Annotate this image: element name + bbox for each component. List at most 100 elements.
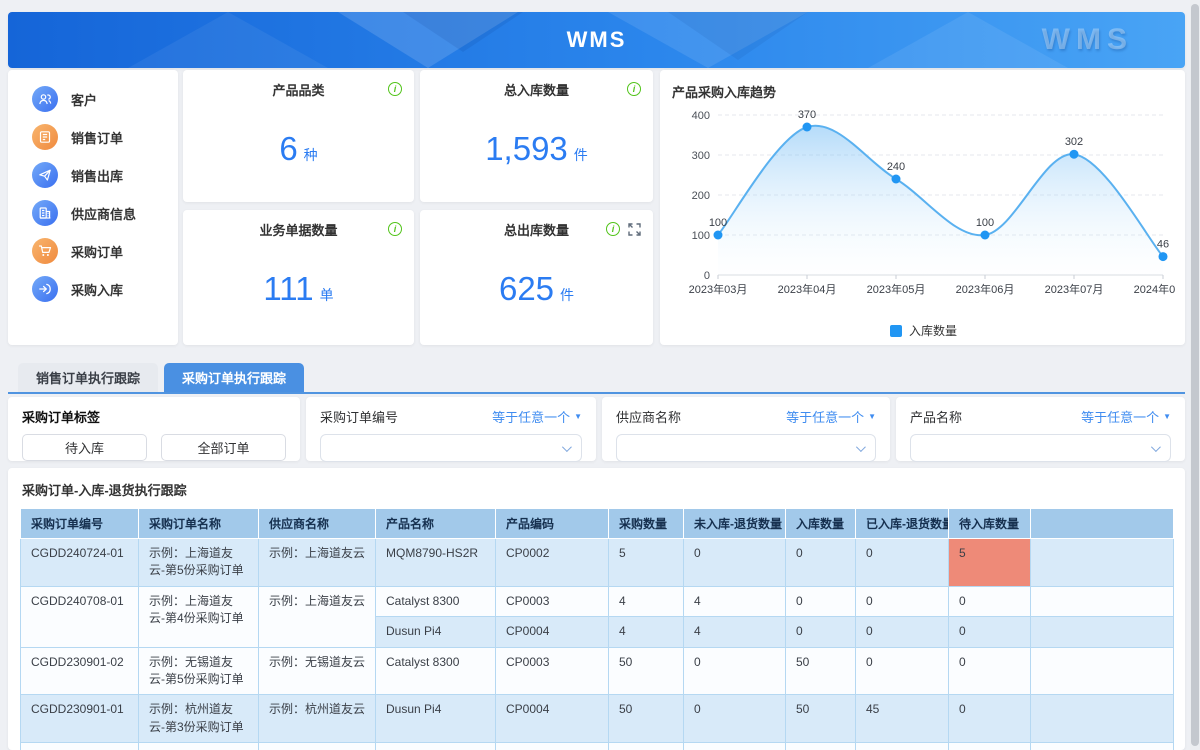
column-header-0: 采购订单编号 <box>20 508 139 539</box>
kpi-title: 业务单据数量 <box>259 223 338 238</box>
operator-link[interactable]: 等于任意一个 ▼ <box>1081 410 1171 425</box>
column-header-2: 供应商名称 <box>258 508 376 539</box>
kpi-number: 1,593 <box>485 130 568 167</box>
sales-order-icon <box>32 124 58 150</box>
sales-outbound-icon <box>32 162 58 188</box>
svg-text:2023年05月: 2023年05月 <box>867 282 926 296</box>
sidebar-item-label: 采购入库 <box>71 282 124 298</box>
kpi-value: 1,593 件 <box>432 130 641 168</box>
sidebar-item-5[interactable]: 采购入库 <box>8 270 178 308</box>
scrollbar-thumb[interactable] <box>1191 4 1199 746</box>
pending-inbound-button[interactable]: 待入库 <box>22 434 147 461</box>
cell-product: MQM8790-HS2R <box>375 538 496 587</box>
cell-order-no: CGDD230901-02 <box>20 646 139 696</box>
kpi-title: 总入库数量 <box>503 83 569 98</box>
table-row: CGDD230901-02 示例：无锡道友云-第5份采购订单 示例：无锡道友云 Cat… <box>20 646 1174 696</box>
kpi-card-total-outbound: 总出库数量 i 625 件 <box>420 210 653 345</box>
cell-order-name: 示例：杭州道友云-第3份采购订单 <box>138 694 259 744</box>
app-header: WMS WMS <box>8 12 1185 68</box>
tracking-tabbar: 销售订单执行跟踪 采购订单执行跟踪 <box>8 363 1185 394</box>
cell-pending-qty: 0 <box>948 742 1031 750</box>
cell-not-inbound-return-qty: 0 <box>683 694 786 744</box>
header-pattern <box>128 12 1068 68</box>
sidebar-item-3[interactable]: 供应商信息 <box>8 194 178 232</box>
cell-supplier: 示例：上海道友云 <box>258 585 376 648</box>
cell-pending-qty: 0 <box>948 616 1031 648</box>
cell-product: Dusun Pi4 <box>375 616 496 648</box>
caret-down-icon: ▼ <box>868 412 876 421</box>
svg-text:100: 100 <box>709 217 727 229</box>
cell-code: CP0004 <box>495 694 609 744</box>
legend-swatch-icon[interactable] <box>889 324 902 337</box>
supplier-name-select[interactable] <box>616 434 876 462</box>
kpi-title: 总出库数量 <box>503 223 569 238</box>
cell-not-inbound-return-qty: 4 <box>683 585 786 618</box>
purchase-order-no-select[interactable] <box>320 434 582 462</box>
cell-inbound-qty: 50 <box>785 646 856 696</box>
kpi-value: 625 件 <box>432 270 641 308</box>
cell-blank <box>1030 694 1174 744</box>
filter-label: 供应商名称 <box>616 410 682 425</box>
cell-product: Catalyst 8300 <box>375 646 496 696</box>
sidebar-menu: 客户销售订单销售出库 供应商信息采购订单采购入库 <box>8 70 178 345</box>
filter-order-tag: 采购订单标签 待入库 全部订单 <box>8 397 300 461</box>
info-icon[interactable]: i <box>627 82 641 96</box>
cell-inbound-return-qty: 0 <box>855 538 949 587</box>
tab-purchase-order-tracking[interactable]: 采购订单执行跟踪 <box>164 363 305 392</box>
cell-product: MTQ8200-HS2F <box>375 742 496 750</box>
svg-text:0: 0 <box>704 270 710 282</box>
cell-purchase-qty: 50 <box>608 646 684 696</box>
tab-sales-order-tracking[interactable]: 销售订单执行跟踪 <box>18 363 159 392</box>
table-title: 采购订单-入库-退货执行跟踪 <box>22 483 187 498</box>
kpi-unit: 件 <box>573 147 588 163</box>
cell-inbound-return-qty: 10 <box>855 742 949 750</box>
page-title: WMS <box>566 27 627 52</box>
fullscreen-icon[interactable] <box>628 222 641 236</box>
chart-title: 产品采购入库趋势 <box>672 85 777 100</box>
sidebar-item-0[interactable]: 客户 <box>8 80 178 118</box>
svg-text:2023年03月: 2023年03月 <box>689 282 748 296</box>
cell-purchase-qty: 4 <box>608 616 684 648</box>
cell-pending-qty: 0 <box>948 646 1031 696</box>
svg-text:100: 100 <box>692 230 710 242</box>
cell-code: CP0001 <box>495 742 609 750</box>
filter-purchase-order-no: 采购订单编号 等于任意一个 ▼ <box>306 397 596 462</box>
column-header-10 <box>1030 508 1174 539</box>
sidebar-item-label: 销售订单 <box>71 130 124 146</box>
chevron-down-icon <box>855 441 866 452</box>
sidebar-item-2[interactable]: 销售出库 <box>8 156 178 194</box>
cell-supplier: 示例：无锡道友云 <box>258 742 376 750</box>
column-header-8: 已入库-退货数量 <box>855 508 949 539</box>
operator-link[interactable]: 等于任意一个 ▼ <box>492 410 582 425</box>
product-name-select[interactable] <box>910 434 1171 462</box>
svg-text:100: 100 <box>976 217 994 229</box>
table-row: CGDD230726-01示例：无锡道友云-第4份采购订单示例：无锡道友云MTQ… <box>20 742 1174 750</box>
sidebar-item-label: 采购订单 <box>71 244 124 260</box>
kpi-title: 产品品类 <box>272 83 325 98</box>
svg-text:300: 300 <box>692 150 710 162</box>
svg-text:200: 200 <box>692 190 710 202</box>
column-header-4: 产品编码 <box>495 508 609 539</box>
kpi-unit: 件 <box>560 287 575 303</box>
info-icon[interactable]: i <box>606 222 620 236</box>
info-icon[interactable]: i <box>388 222 402 236</box>
inbound-trend-chart-card: 产品采购入库趋势 0 100 200 300 400 100 2023年03月 370 2023… <box>660 70 1192 345</box>
cell-code: CP0002 <box>495 538 609 587</box>
info-icon[interactable]: i <box>388 82 402 96</box>
cell-order-no: CGDD230901-01 <box>20 694 139 744</box>
legend-label[interactable]: 入库数量 <box>908 324 957 338</box>
cell-blank <box>1030 538 1174 587</box>
cell-not-inbound-return-qty: 4 <box>683 616 786 648</box>
svg-text:2023年07月: 2023年07月 <box>1045 282 1104 296</box>
sidebar-item-1[interactable]: 销售订单 <box>8 118 178 156</box>
cell-inbound-return-qty: 0 <box>855 616 949 648</box>
all-orders-button[interactable]: 全部订单 <box>161 434 286 461</box>
tab-underline <box>8 392 1185 394</box>
cell-pending-qty: 5 <box>948 538 1031 587</box>
operator-link[interactable]: 等于任意一个 ▼ <box>786 410 876 425</box>
sidebar-item-4[interactable]: 采购订单 <box>8 232 178 270</box>
cell-code: CP0003 <box>495 646 609 696</box>
table-row: CGDD230901-01 示例：杭州道友云-第3份采购订单 示例：杭州道友云 Dus… <box>20 694 1174 744</box>
filter-label: 采购订单标签 <box>22 410 101 425</box>
